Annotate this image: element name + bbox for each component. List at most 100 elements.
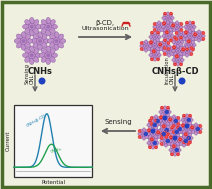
Circle shape [202, 32, 203, 34]
Ellipse shape [176, 43, 180, 48]
Circle shape [151, 32, 153, 33]
Ellipse shape [17, 42, 23, 48]
Ellipse shape [173, 51, 178, 56]
Circle shape [161, 142, 163, 144]
Circle shape [180, 24, 182, 26]
Circle shape [199, 124, 201, 126]
Circle shape [200, 131, 201, 133]
Circle shape [159, 44, 161, 45]
Circle shape [162, 137, 163, 139]
Circle shape [185, 33, 186, 34]
Circle shape [144, 132, 148, 136]
Circle shape [168, 107, 170, 108]
Circle shape [158, 59, 159, 61]
Circle shape [168, 106, 169, 108]
Ellipse shape [163, 18, 168, 23]
Circle shape [201, 125, 202, 127]
Circle shape [173, 130, 175, 132]
Circle shape [163, 53, 165, 55]
Ellipse shape [165, 125, 170, 130]
Ellipse shape [151, 126, 155, 131]
Circle shape [158, 131, 160, 132]
Circle shape [151, 42, 152, 44]
Text: CNL: CNL [29, 74, 35, 84]
Circle shape [172, 126, 173, 128]
Ellipse shape [185, 139, 189, 144]
Circle shape [178, 154, 179, 156]
Circle shape [148, 130, 149, 132]
Ellipse shape [155, 50, 160, 55]
Ellipse shape [173, 46, 178, 51]
Circle shape [189, 115, 191, 116]
Circle shape [186, 48, 187, 49]
Ellipse shape [156, 35, 161, 39]
Ellipse shape [153, 143, 158, 148]
Ellipse shape [165, 44, 170, 48]
Circle shape [151, 123, 152, 125]
Circle shape [153, 51, 155, 53]
Circle shape [171, 39, 172, 40]
Ellipse shape [179, 40, 184, 44]
Ellipse shape [194, 123, 198, 128]
Circle shape [203, 32, 204, 34]
Circle shape [175, 36, 176, 38]
Circle shape [161, 116, 163, 118]
Circle shape [167, 43, 169, 45]
Ellipse shape [171, 25, 176, 29]
Circle shape [185, 118, 189, 122]
Ellipse shape [164, 135, 168, 140]
Ellipse shape [24, 34, 31, 40]
Circle shape [194, 127, 198, 131]
Ellipse shape [57, 42, 64, 48]
Ellipse shape [190, 45, 195, 50]
Circle shape [187, 41, 189, 43]
Ellipse shape [32, 27, 39, 34]
Ellipse shape [169, 51, 174, 56]
Ellipse shape [173, 135, 177, 140]
Ellipse shape [176, 130, 181, 134]
Circle shape [151, 58, 152, 59]
Circle shape [173, 130, 177, 134]
Ellipse shape [181, 136, 186, 140]
Circle shape [170, 119, 172, 120]
Circle shape [165, 39, 166, 40]
Circle shape [172, 127, 174, 128]
Circle shape [186, 22, 188, 23]
Ellipse shape [162, 34, 167, 38]
Ellipse shape [147, 123, 152, 127]
Circle shape [175, 37, 177, 38]
Circle shape [175, 63, 176, 64]
Circle shape [165, 12, 166, 14]
Circle shape [184, 114, 185, 115]
Circle shape [184, 134, 186, 136]
Circle shape [183, 142, 185, 143]
Circle shape [158, 43, 160, 45]
Circle shape [163, 23, 165, 24]
Circle shape [195, 33, 197, 34]
Circle shape [184, 115, 186, 116]
Ellipse shape [182, 133, 187, 138]
Circle shape [185, 30, 186, 32]
Circle shape [193, 23, 194, 24]
Ellipse shape [175, 145, 180, 150]
Circle shape [160, 117, 162, 118]
Circle shape [151, 117, 152, 119]
Circle shape [165, 129, 167, 131]
Ellipse shape [196, 124, 201, 129]
Circle shape [163, 22, 164, 23]
Circle shape [172, 26, 173, 27]
Circle shape [167, 107, 169, 108]
Ellipse shape [57, 34, 64, 40]
Circle shape [182, 123, 183, 125]
Circle shape [157, 31, 158, 33]
Ellipse shape [176, 31, 181, 36]
Ellipse shape [156, 116, 161, 121]
Circle shape [163, 128, 167, 132]
Circle shape [178, 118, 180, 120]
Ellipse shape [174, 116, 179, 121]
Ellipse shape [172, 27, 177, 32]
Circle shape [173, 24, 175, 25]
Ellipse shape [166, 110, 171, 114]
Circle shape [191, 52, 193, 54]
Ellipse shape [166, 28, 170, 33]
